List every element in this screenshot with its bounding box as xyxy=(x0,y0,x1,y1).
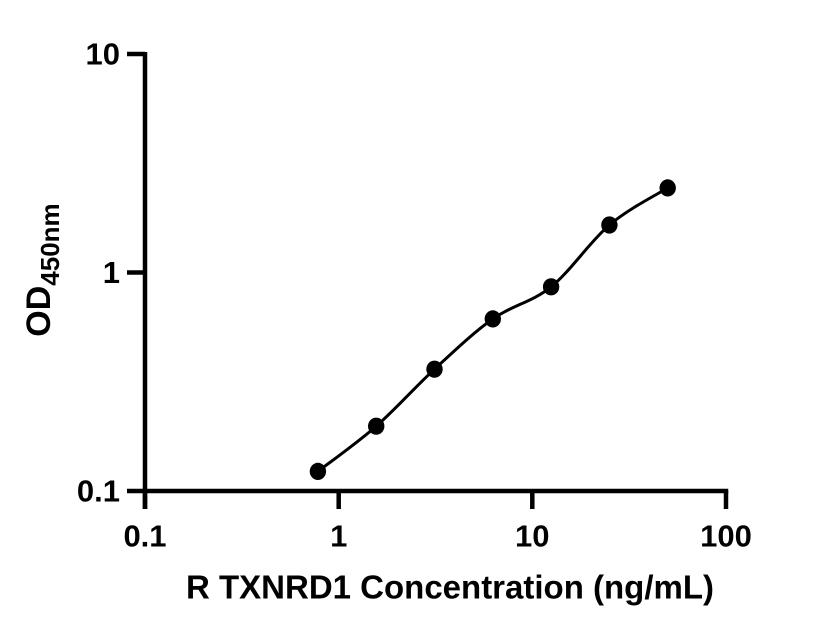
curve-layer xyxy=(309,179,676,480)
y-axis-title-main: OD xyxy=(20,286,58,337)
y-tick-label: 10 xyxy=(86,37,120,72)
y-tick-label: 0.1 xyxy=(77,474,120,509)
data-point xyxy=(601,216,618,234)
data-point xyxy=(659,179,676,197)
x-tick-label: 100 xyxy=(700,519,752,554)
axis-layer xyxy=(127,51,729,509)
y-axis-title-sub: 450nm xyxy=(35,203,65,285)
x-tick-label: 1 xyxy=(330,519,347,554)
data-point xyxy=(484,310,501,328)
y-axis-title: OD450nm xyxy=(20,203,65,336)
x-tick-label: 10 xyxy=(515,519,549,554)
x-tick-label: 0.1 xyxy=(123,519,166,554)
data-point xyxy=(309,462,327,480)
y-tick-label: 1 xyxy=(103,255,120,290)
data-point xyxy=(426,360,443,378)
data-point xyxy=(542,278,560,296)
data-point xyxy=(368,417,385,435)
tick-label-layer: 0.1 1 10 0.1 1 10 100 xyxy=(77,37,752,554)
x-axis-title: R TXNRD1 Concentration (ng/mL) xyxy=(186,569,714,606)
